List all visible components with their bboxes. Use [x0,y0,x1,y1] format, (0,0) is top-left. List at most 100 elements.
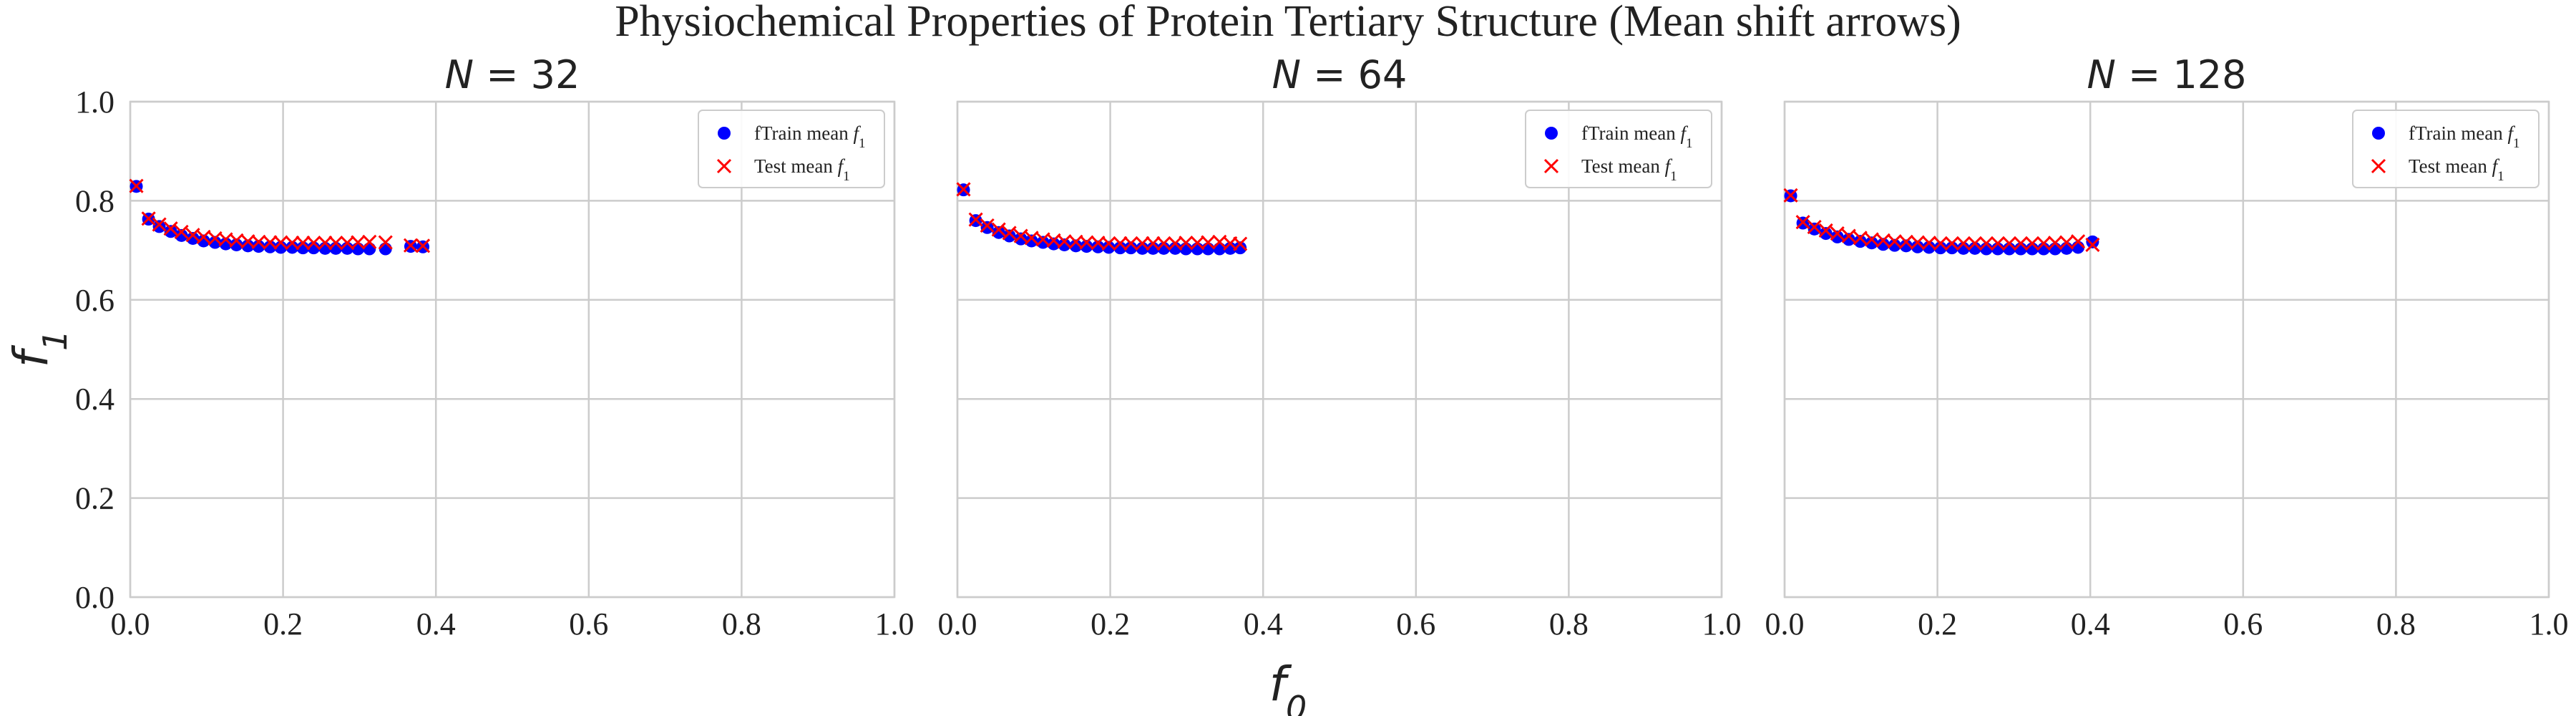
train-point [1933,241,1947,255]
legend-train-marker [1545,127,1558,140]
test-point [1795,215,1810,230]
test-point [129,178,144,193]
train-point [1819,227,1833,241]
test-point [1179,236,1194,251]
test-point [1898,234,1913,249]
test-point [2001,236,2017,251]
plot-frame [129,100,896,599]
x-tick-label: 1.0 [2529,606,2569,642]
x-tick-label: 0.6 [569,606,608,642]
test-point [273,235,288,250]
train-point [1807,222,1821,236]
plot-frame [1783,100,2550,599]
test-point [2024,236,2040,251]
test-series [956,182,1248,251]
train-point [1853,235,1867,248]
test-point [1123,236,1138,251]
test-point [1068,234,1083,249]
train-point [1080,240,1093,253]
test-point [174,224,189,240]
test-point [340,236,355,251]
train-point [992,226,1005,239]
train-point [219,237,233,251]
panel-2: N = 64 0.0 0.2 0.4 0.6 0.8 1.0 fTrain mean f1Te… [938,52,1742,642]
test-point [2085,237,2100,253]
test-point [1156,236,1171,251]
train-point [1865,236,1878,250]
train-point [980,221,994,234]
train-point [1058,238,1071,251]
test-point [251,234,266,249]
legend-box [2352,110,2540,188]
test-point [1864,232,1879,247]
x-tick-label: 0.6 [1396,606,1435,642]
legend-test-marker [716,158,732,174]
y-tick-label: 0.4 [75,382,114,417]
test-point [196,229,211,244]
legend-train-marker [718,127,731,140]
train-point [1036,236,1050,249]
test-point [1875,233,1890,248]
train-point [152,220,166,233]
train-point [252,240,265,253]
x-tick-label: 0.4 [2071,606,2110,642]
test-point [1113,236,1128,251]
legend-box [1525,110,1712,188]
test-point [1910,235,1925,250]
legend-train-marker [2372,127,2385,140]
test-point [1146,236,1161,251]
test-point [1841,228,1856,243]
test-point [1135,236,1150,251]
train-point [1922,241,1936,254]
test-point [1168,236,1183,251]
train-point [1014,232,1028,246]
train-point [186,231,200,245]
test-point [1933,236,1948,251]
x-tick-label: 0.8 [1549,606,1589,642]
y-tick-label: 1.0 [75,84,114,120]
train-point [1945,241,1958,255]
test-point [1979,236,1994,251]
test-point [2048,236,2063,251]
y-axis-label: f1 [4,330,74,368]
train-point [1876,238,1890,251]
x-tick-label: 0.4 [416,606,456,642]
x-tick-label: 0.0 [938,606,977,642]
train-point [1911,240,1924,253]
x-tick-label: 1.0 [1702,606,1742,642]
test-point [2036,236,2051,251]
x-tick-label: 0.2 [263,606,303,642]
test-point [1002,226,1017,241]
test-point [1201,235,1216,250]
train-point [1047,237,1060,251]
test-point [1807,220,1822,235]
legend-test-marker [1543,158,1559,174]
panel-3: N = 128 0.0 0.2 0.4 0.6 0.8 1.0 fTrain mean f1T… [1765,52,2569,642]
train-point [1888,238,1901,252]
legend-box [698,110,885,188]
test-series [129,178,431,253]
legend-test-marker [2371,158,2386,174]
test-point [1853,231,1868,246]
y-tick-label: 0.8 [75,183,114,218]
plot-frame [956,100,1723,599]
test-point [1079,235,1094,250]
x-tick-label: 0.6 [2223,606,2263,642]
train-point [1234,241,1247,255]
train-point [1830,230,1844,243]
panel-1: N = 32 0.0 0.2 0.4 0.6 0.8 1.0 0.0 0.2 0.4 0.6 0.8 1… [75,52,914,642]
x-tick-label: 1.0 [875,606,914,642]
test-point [1956,236,1971,251]
test-point [1830,226,1845,241]
train-point [241,239,255,253]
test-point [229,233,244,248]
test-point [296,236,311,251]
train-point [1002,229,1016,243]
train-point [1899,239,1913,253]
panels-container: N = 32 0.0 0.2 0.4 0.6 0.8 1.0 0.0 0.2 0.4 0.6 0.8 1… [75,52,2569,642]
test-point [141,211,156,226]
